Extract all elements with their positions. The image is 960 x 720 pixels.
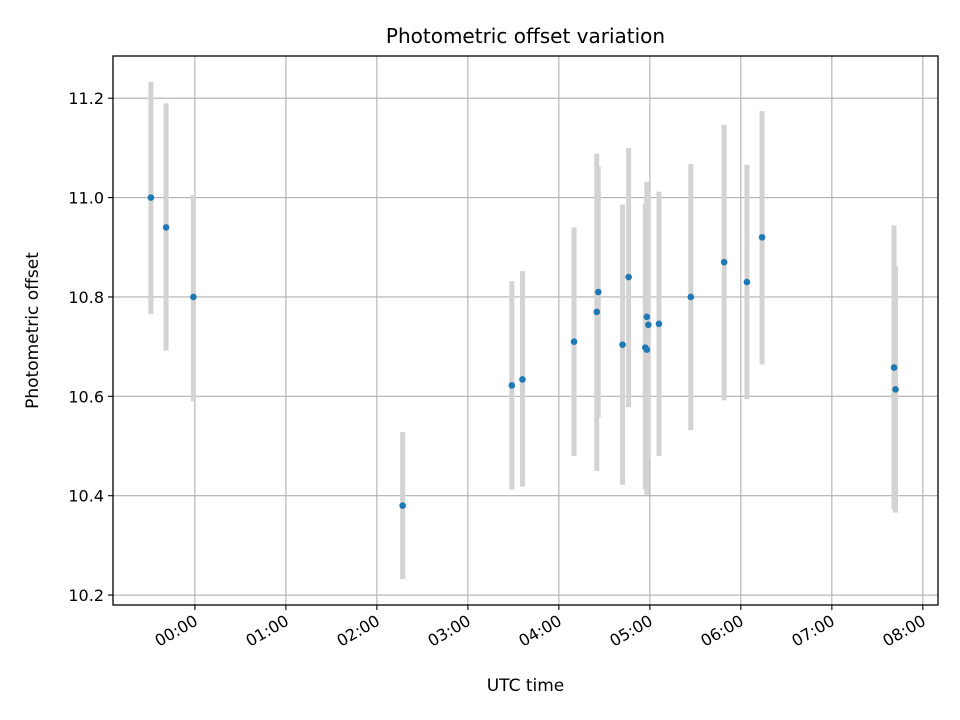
x-axis-ticks: 00:00 01:00 02:00 03:00 04:00 05:00 06:00 07:00… xyxy=(151,605,929,651)
x-tick-label: 03:00 xyxy=(424,611,473,651)
x-tick-label: 01:00 xyxy=(242,611,291,651)
data-points xyxy=(147,194,899,509)
y-axis-ticks: 10.2 10.4 10.6 10.8 11.0 11.2 xyxy=(68,89,113,605)
y-tick-label: 11.2 xyxy=(68,89,104,108)
data-point xyxy=(890,364,898,371)
x-tick-label: 08:00 xyxy=(879,611,928,651)
data-point xyxy=(743,278,751,286)
data-point xyxy=(593,308,601,316)
data-point xyxy=(892,386,899,393)
x-axis-title: UTC time xyxy=(487,676,565,696)
data-point xyxy=(190,293,197,301)
data-point xyxy=(720,258,728,266)
data-point xyxy=(619,341,626,348)
x-tick-label: 05:00 xyxy=(606,611,655,651)
y-tick-label: 10.4 xyxy=(68,487,104,506)
data-point xyxy=(508,382,516,389)
data-point xyxy=(643,346,651,353)
data-point xyxy=(687,293,695,301)
chart-title: Photometric offset variation xyxy=(386,24,665,48)
data-point xyxy=(519,376,526,383)
x-tick-label: 04:00 xyxy=(515,611,564,651)
data-point xyxy=(594,288,602,296)
x-tick-label: 00:00 xyxy=(151,611,200,651)
data-point xyxy=(655,320,663,328)
data-point xyxy=(570,338,578,345)
y-tick-label: 10.8 xyxy=(68,288,104,307)
x-tick-label: 02:00 xyxy=(333,611,382,651)
y-tick-label: 11.0 xyxy=(68,189,104,208)
data-point xyxy=(162,224,170,231)
data-point xyxy=(399,502,406,509)
data-point xyxy=(147,194,155,201)
y-tick-label: 10.2 xyxy=(68,586,104,605)
error-bars xyxy=(148,81,899,580)
grid-lines xyxy=(113,56,938,605)
data-point xyxy=(645,321,652,329)
x-tick-label: 06:00 xyxy=(697,611,746,651)
x-tick-label: 07:00 xyxy=(788,611,837,651)
y-axis-title: Photometric offset xyxy=(23,252,43,409)
data-point xyxy=(643,313,651,321)
y-tick-label: 10.6 xyxy=(68,387,104,406)
plot-frame xyxy=(112,55,939,606)
data-point xyxy=(758,234,766,241)
data-point xyxy=(625,273,632,281)
